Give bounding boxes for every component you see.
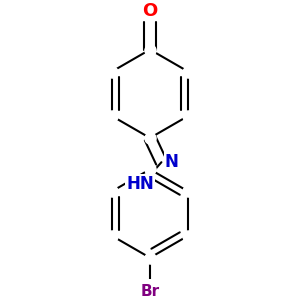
Text: O: O [142,2,158,20]
Text: N: N [165,153,179,171]
Text: HN: HN [126,175,154,193]
Text: Br: Br [140,284,160,299]
